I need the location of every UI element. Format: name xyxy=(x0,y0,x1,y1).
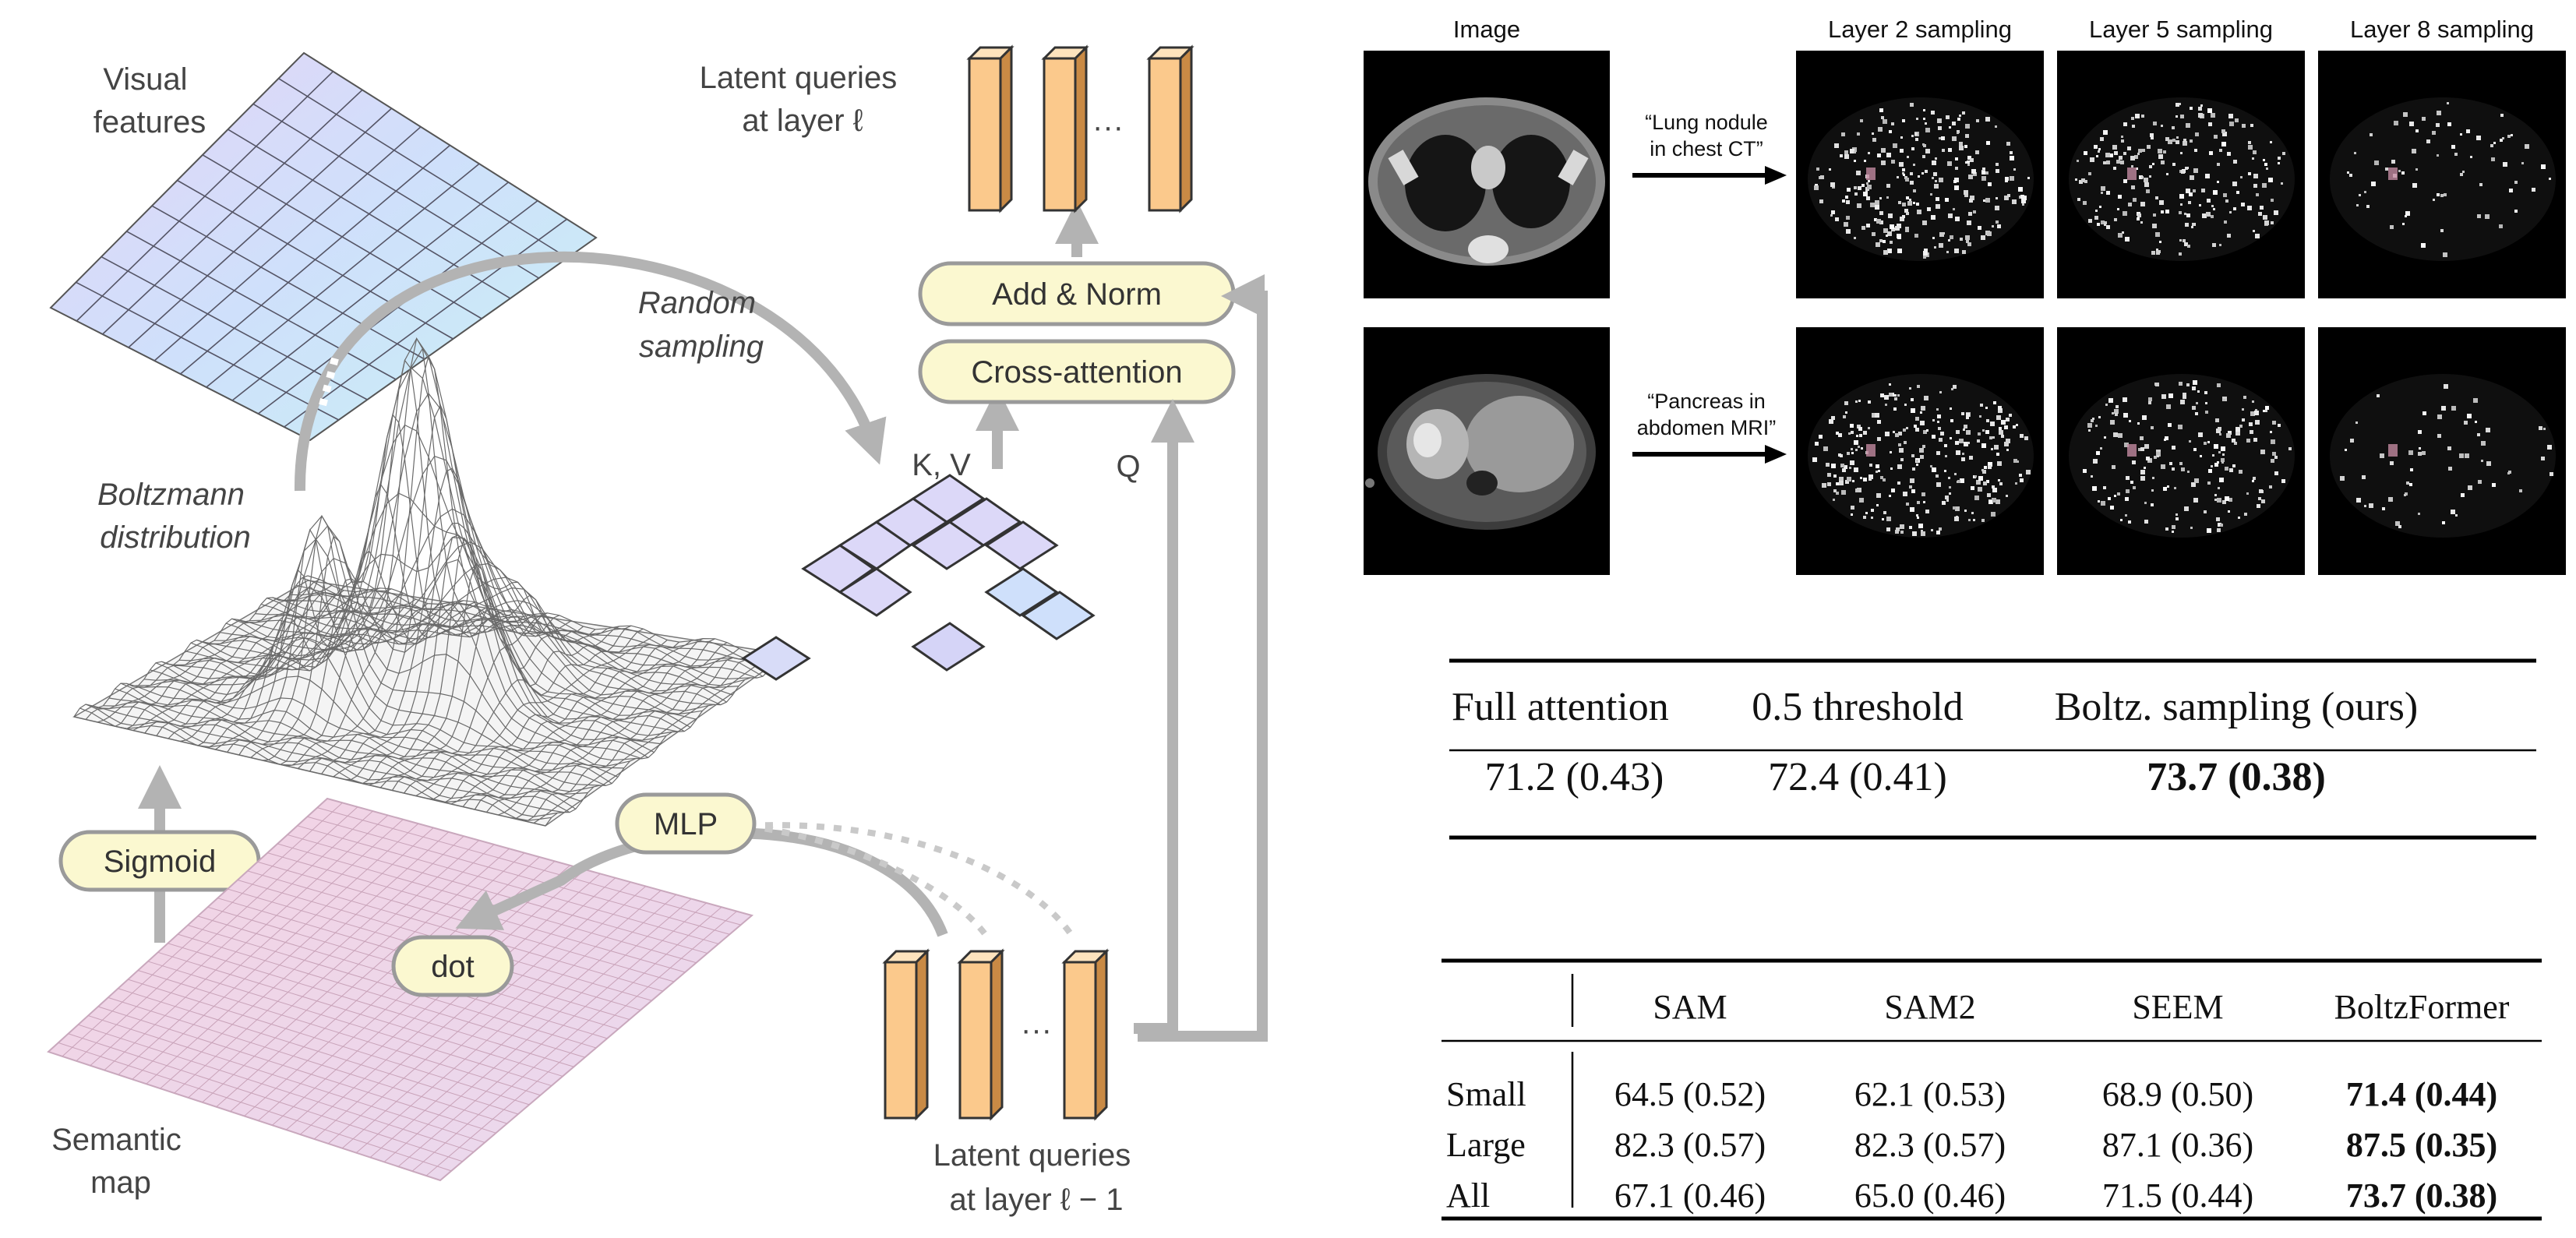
boltzformer-architecture-diagram: Visual features Random sampling Boltzman… xyxy=(47,44,1268,1217)
layer5-sampling-ct xyxy=(2057,51,2305,298)
query-bar xyxy=(884,961,918,1120)
col-size xyxy=(1435,975,1574,1038)
val-full-attention: 71.2 (0.43) xyxy=(1484,754,1664,799)
kv-label: K, V xyxy=(912,448,971,482)
query-bar xyxy=(1063,961,1097,1120)
svg-text:Cross-attention: Cross-attention xyxy=(971,355,1182,390)
col-boltzformer: BoltzFormer xyxy=(2334,987,2510,1026)
boltzmann-surface xyxy=(72,337,789,827)
latent-queries-bottom xyxy=(882,948,1110,1121)
threshold-table-rules xyxy=(1449,658,2536,840)
sigmoid-pill: Sigmoid xyxy=(58,830,261,892)
random-sampling-label: Random sampling xyxy=(638,286,764,364)
q-input-arrow xyxy=(1134,399,1194,1034)
query-bar xyxy=(990,948,1004,1121)
query-bar xyxy=(968,57,1002,212)
col-boltz-sampling: Boltz. sampling (ours) xyxy=(2054,685,2419,729)
dot-pill: dot xyxy=(391,935,514,997)
latent-queries-bottom-label: Latent queries at layer ℓ − 1 xyxy=(933,1138,1140,1217)
query-bar xyxy=(958,961,993,1120)
prompt-lung: “Lung nodule in chest CT” xyxy=(1645,111,1768,160)
latent-queries-bottom-ellipsis: ··· xyxy=(1021,1013,1052,1047)
query-bar xyxy=(1043,57,1077,212)
threshold-table: Full attention 0.5 threshold Boltz. samp… xyxy=(1438,678,2468,806)
table-row: Small 64.5 (0.52) 62.1 (0.53) 68.9 (0.50… xyxy=(1446,1075,2498,1113)
sampled-patches xyxy=(741,474,1096,681)
panel-title-layer8: Layer 8 sampling xyxy=(2349,16,2535,43)
mlp-to-dot-arrow xyxy=(455,827,948,937)
svg-text:dot: dot xyxy=(431,950,475,984)
methods-table: SAM SAM2 SEEM BoltzFormer Small 64.5 (0.… xyxy=(1435,975,2542,1221)
col-full-attention: Full attention xyxy=(1452,685,1669,729)
methods-table-rules xyxy=(1442,958,2542,1221)
val-threshold: 72.4 (0.41) xyxy=(1768,754,1947,799)
svg-text:Sigmoid: Sigmoid xyxy=(104,845,217,879)
prompt-pancreas: “Pancreas in abdomen MRI” xyxy=(1636,390,1777,439)
latent-queries-top-ellipsis: ··· xyxy=(1092,110,1124,144)
val-boltz-sampling: 73.7 (0.38) xyxy=(2147,754,2326,799)
query-bar xyxy=(1074,44,1088,213)
boltzmann-label: Boltzmann distribution xyxy=(97,478,253,555)
q-label: Q xyxy=(1116,450,1140,484)
panel-title-image: Image xyxy=(1452,16,1521,43)
cross-attention-box: Cross-attention xyxy=(918,339,1236,404)
col-seem: SEEM xyxy=(2132,987,2224,1026)
mri-scan-image xyxy=(1364,327,1610,575)
query-bar xyxy=(999,44,1013,213)
visual-features-label: Visual features xyxy=(94,62,206,139)
ct-scan-image xyxy=(1364,51,1610,298)
query-bar xyxy=(1179,44,1193,213)
semantic-map-label: Semantic map xyxy=(51,1123,190,1200)
query-bar xyxy=(1094,948,1108,1121)
semantic-map-grid xyxy=(47,797,754,1182)
query-bar xyxy=(915,948,929,1121)
col-sam: SAM xyxy=(1653,987,1727,1026)
layer8-sampling-mri xyxy=(2318,327,2566,575)
add-norm-box: Add & Norm xyxy=(918,261,1236,326)
col-sam2: SAM2 xyxy=(1884,987,1976,1026)
latent-queries-top xyxy=(966,44,1194,213)
query-bar xyxy=(1148,57,1182,212)
layer8-sampling-ct xyxy=(2318,51,2566,298)
svg-text:Add & Norm: Add & Norm xyxy=(992,277,1162,312)
panel-title-layer5: Layer 5 sampling xyxy=(2088,16,2274,43)
mlp-pill: MLP xyxy=(615,792,757,855)
latent-queries-top-label: Latent queries at layer ℓ xyxy=(700,61,906,138)
layer2-sampling-ct xyxy=(1796,51,2044,298)
arrow-row2 xyxy=(1632,445,1787,464)
residual-arrow xyxy=(1138,274,1268,1042)
svg-text:MLP: MLP xyxy=(654,807,718,841)
arrow-row1 xyxy=(1632,166,1787,185)
col-threshold: 0.5 threshold xyxy=(1752,685,1964,729)
layer5-sampling-mri xyxy=(2057,327,2305,575)
table-row: All 67.1 (0.46) 65.0 (0.46) 71.5 (0.44) … xyxy=(1446,1176,2498,1215)
table-row: Large 82.3 (0.57) 82.3 (0.57) 87.1 (0.36… xyxy=(1446,1126,2498,1164)
layer2-sampling-mri xyxy=(1796,327,2044,575)
panel-title-layer2: Layer 2 sampling xyxy=(1827,16,2013,43)
